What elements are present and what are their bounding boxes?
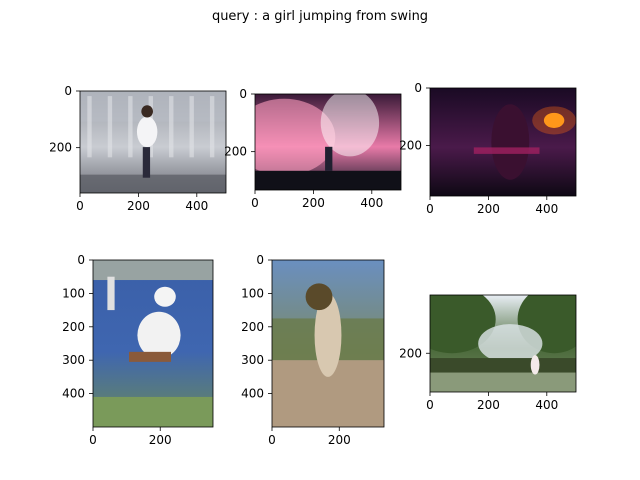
- x-tick-label: 0: [76, 199, 84, 213]
- axes-frame: [254, 93, 402, 191]
- x-tick-label: 200: [302, 196, 325, 210]
- y-tick-label: 100: [241, 286, 264, 300]
- image-concert-stage-pink-lights: [255, 94, 401, 190]
- axes-frame: [92, 259, 214, 428]
- x-tick-label: 0: [268, 433, 276, 447]
- x-tick-label: 400: [535, 202, 558, 216]
- x-tick-label: 0: [426, 398, 434, 412]
- image-tennis-player-white-dress: [93, 260, 213, 427]
- x-tick-label: 200: [477, 202, 500, 216]
- y-tick-label: 300: [241, 353, 264, 367]
- y-tick-label: 200: [399, 139, 422, 153]
- y-tick-label: 0: [239, 87, 247, 101]
- image-guitarist-dark-stage: [430, 88, 576, 196]
- subplot-bottom-right: 0 200 400 200: [399, 294, 577, 412]
- y-tick-label: 0: [256, 253, 264, 267]
- image-girl-near-park-fountain: [430, 295, 576, 392]
- axes-frame: [429, 87, 577, 197]
- x-tick-label: 0: [426, 202, 434, 216]
- y-tick-label: 400: [241, 387, 264, 401]
- y-tick-label: 0: [64, 84, 72, 98]
- x-tick-label: 0: [89, 433, 97, 447]
- y-tick-label: 200: [62, 320, 85, 334]
- subplot-top-right: 0 200 400 0 200: [399, 81, 577, 216]
- axes-frame: [429, 294, 577, 393]
- x-tick-label: 200: [127, 199, 150, 213]
- image-dog-jumping-on-beach: [272, 260, 384, 427]
- axes-frame: [79, 90, 227, 194]
- subplot-bottom-left: 0 200 0 100 200 300 400: [62, 253, 214, 447]
- x-tick-label: 200: [477, 398, 500, 412]
- y-tick-label: 200: [49, 141, 72, 155]
- subplot-top-middle: 0 200 400 0 200: [224, 87, 402, 210]
- x-tick-label: 200: [149, 433, 172, 447]
- y-tick-label: 200: [241, 320, 264, 334]
- x-tick-label: 400: [185, 199, 208, 213]
- figure-suptitle: query : a girl jumping from swing: [212, 9, 428, 24]
- x-tick-label: 400: [360, 196, 383, 210]
- subplot-grid: 0 200 400 0 200 0 200 400 0 200 0 200 400 0 200 0 200 0 10…: [49, 81, 577, 447]
- y-tick-label: 0: [77, 253, 85, 267]
- subplot-top-left: 0 200 400 0 200: [49, 84, 227, 213]
- y-tick-label: 200: [399, 346, 422, 360]
- y-tick-label: 300: [62, 353, 85, 367]
- y-tick-label: 0: [414, 81, 422, 95]
- subplot-bottom-middle: 0 200 0 100 200 300 400: [241, 253, 385, 447]
- x-tick-label: 400: [535, 398, 558, 412]
- x-tick-label: 200: [328, 433, 351, 447]
- y-tick-label: 200: [224, 145, 247, 159]
- axes-frame: [271, 259, 385, 428]
- y-tick-label: 400: [62, 387, 85, 401]
- x-tick-label: 0: [251, 196, 259, 210]
- y-tick-label: 100: [62, 286, 85, 300]
- image-girl-in-white-coat-fountain-plaza: [80, 91, 226, 193]
